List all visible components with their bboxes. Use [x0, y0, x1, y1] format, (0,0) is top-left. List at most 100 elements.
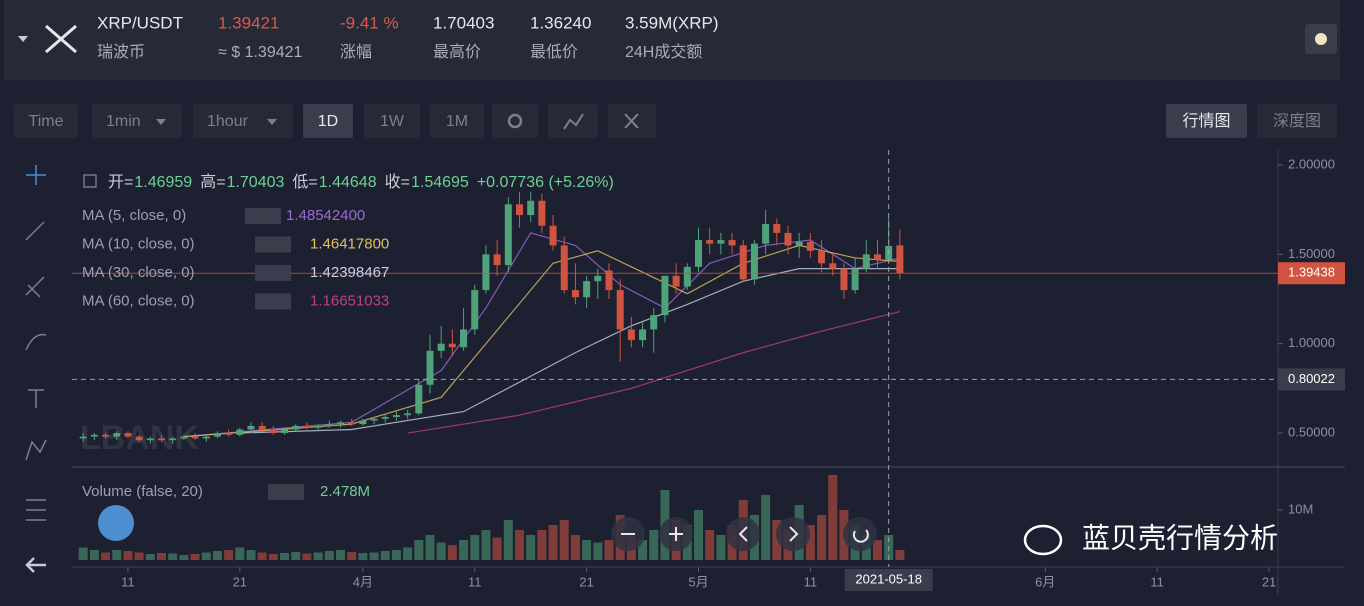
candle-body [314, 425, 322, 428]
header-bar [4, 0, 1340, 80]
toolbar-button[interactable] [193, 104, 293, 138]
volume-bar [347, 552, 357, 560]
toolbar-button[interactable] [92, 104, 182, 138]
candle-body [124, 433, 132, 437]
coin-name: 瑞波币 [97, 43, 145, 61]
candle-body [560, 245, 568, 291]
candle-body [504, 204, 512, 266]
toolbar-button[interactable] [303, 104, 353, 138]
measure-tool[interactable] [26, 499, 46, 521]
ma-settings[interactable] [255, 293, 291, 310]
volume-bar [470, 535, 480, 560]
candle-body [157, 438, 165, 441]
volume-bar [526, 535, 536, 560]
candle-body [862, 254, 870, 269]
ohlc-legend: 1.70403 [227, 174, 285, 191]
crosshair-tool[interactable] [26, 165, 46, 185]
button-label: 1W [380, 113, 405, 130]
volume-bar [268, 554, 278, 560]
volume-bar [604, 540, 614, 560]
candle-body [527, 200, 535, 216]
candle-body [482, 254, 490, 291]
volume-bar [235, 547, 245, 560]
button-label: 1M [446, 113, 468, 130]
x-tick-label: 21 [579, 574, 593, 589]
candle-body [829, 263, 837, 269]
volume-bar [246, 550, 256, 560]
text-tool[interactable] [28, 389, 44, 408]
volume-bar [179, 555, 189, 560]
nav-button[interactable] [843, 517, 877, 551]
ohlc-legend: 1.44648 [319, 174, 377, 191]
tab[interactable] [1257, 104, 1337, 138]
volume-24h: 3.59M(XRP) [625, 13, 719, 32]
nav-button[interactable] [726, 517, 760, 551]
ma-settings[interactable] [255, 236, 291, 253]
price-tag [1278, 262, 1345, 285]
volume-bar [649, 530, 659, 560]
icon-button[interactable] [492, 104, 538, 138]
volume-bar [145, 554, 155, 560]
volume-bar [436, 542, 446, 560]
volume-bar [335, 550, 345, 560]
candle-body [202, 436, 210, 439]
change: -9.41 % [340, 13, 399, 32]
ma-settings[interactable] [255, 265, 291, 281]
ma-settings[interactable] [245, 208, 281, 224]
fib-tool[interactable] [25, 276, 45, 298]
collapse-icon[interactable] [83, 174, 97, 188]
candle-body [180, 436, 188, 439]
y-tick-label: 1.50000 [1288, 246, 1335, 261]
icon-button[interactable] [548, 104, 598, 138]
candle-body [471, 290, 479, 330]
ohlc-legend: 收= [385, 173, 410, 191]
candle-body [303, 425, 311, 428]
price-tag-label: 1.39438 [1288, 265, 1335, 280]
volume-settings[interactable] [268, 484, 304, 500]
brush-tool[interactable] [25, 333, 47, 351]
candle-body [370, 418, 378, 421]
x-tick-label: 5月 [688, 574, 708, 589]
candle-body [683, 266, 691, 287]
candle-body [549, 225, 557, 246]
volume-bar [761, 495, 771, 560]
pattern-tool[interactable] [25, 439, 47, 461]
x-tick-label: 21 [233, 574, 247, 589]
volume-bar [503, 520, 513, 560]
ma-name: MA (5, close, 0) [82, 207, 186, 224]
high: 1.70403 [433, 13, 494, 32]
low: 1.36240 [530, 13, 591, 32]
y-tick-label: 2.00000 [1288, 156, 1335, 171]
volume-bar [212, 551, 222, 560]
candle-body [851, 268, 859, 291]
candle-body [706, 240, 714, 244]
toolbar-button[interactable] [364, 104, 420, 138]
toolbar-button[interactable] [430, 104, 484, 138]
candle-body [381, 416, 389, 419]
volume-bar [582, 540, 592, 560]
candle-body [896, 245, 904, 274]
volume-bar [89, 550, 99, 560]
dropdown-arrow[interactable] [18, 36, 28, 42]
toolbar: Time 1min 1hour 1D 1W 1M 行情图 深度图 [14, 104, 1337, 138]
volume-bar [872, 540, 882, 560]
y-tick-label: 0.50000 [1288, 424, 1335, 439]
symbol: XRP/USDT [97, 13, 183, 32]
tab[interactable] [1166, 104, 1247, 138]
candle-body [292, 425, 300, 430]
price-usd: ≈ $ 1.39421 [218, 44, 303, 61]
volume-bar [168, 553, 178, 560]
volume-bar [313, 552, 323, 560]
volume-bar [224, 550, 234, 560]
crosshair-x-label: 2021-05-18 [855, 571, 922, 586]
side-tools [25, 165, 47, 573]
line-tool[interactable] [25, 221, 45, 241]
candle-body [336, 422, 344, 425]
candle-body [750, 243, 758, 280]
back-button[interactable] [25, 557, 46, 573]
button-label: Time [29, 113, 64, 130]
nav-button[interactable] [776, 517, 810, 551]
candle-body [784, 232, 792, 246]
toolbar-button[interactable] [14, 104, 78, 138]
